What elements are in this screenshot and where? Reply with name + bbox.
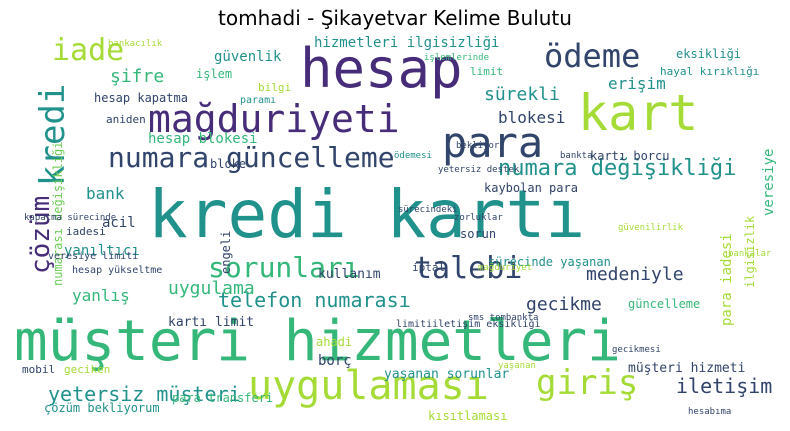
word: eksikliği: [676, 47, 742, 61]
word: para iadesi: [719, 233, 735, 326]
word: kapatma sürecinde: [24, 213, 117, 223]
word: acil: [102, 215, 136, 231]
word: telefon numarası: [218, 288, 411, 312]
word: iadesi: [66, 225, 106, 238]
word: hesap kapatma: [94, 91, 188, 105]
word: borç: [318, 353, 352, 369]
word: zorluklar: [454, 213, 503, 223]
word: gecikmesi: [612, 345, 661, 355]
word: işlem: [196, 67, 233, 81]
word: güvenilirlik: [618, 223, 684, 233]
word: hesap: [300, 37, 463, 100]
word: kullanım: [318, 267, 381, 282]
word: sürecinde yaşanan: [488, 255, 611, 269]
word: uygulama: [168, 278, 255, 299]
word: talebi: [414, 251, 523, 286]
word: paramı: [240, 95, 277, 106]
word: limitiiletişim eksikliği: [396, 319, 541, 330]
word: sorun: [460, 227, 497, 241]
word: yaşanan sorunlar: [384, 367, 510, 382]
word: kaybolan para: [484, 181, 578, 195]
word: numara değişikliği: [498, 156, 737, 181]
word: iade: [52, 36, 125, 68]
page-title: tomhadi - Şikayetvar Kelime Bulutu: [218, 6, 572, 30]
word: sorunları: [208, 251, 360, 284]
word: kartı limit: [168, 315, 255, 330]
word: hayal kırıklığı: [660, 65, 760, 78]
word: sürekli: [484, 84, 560, 105]
word: müşteri hizmeti: [628, 361, 746, 376]
word: iletişim: [676, 374, 773, 398]
word: numara güncelleme: [108, 141, 395, 174]
word: ahadi: [316, 335, 353, 349]
word: hesap yükseltme: [72, 265, 163, 276]
word: bankta: [560, 151, 593, 161]
word: yetersiz müşteri: [48, 382, 241, 406]
word: şifre: [110, 66, 165, 87]
word: sms tombankta: [468, 313, 539, 323]
word: hesap blokesi: [148, 131, 258, 147]
word: mağduriyet: [478, 263, 533, 273]
word: güncelleme: [628, 297, 701, 311]
word: hizmetleri ilgisizliği: [314, 36, 500, 51]
word: bank: [86, 184, 125, 203]
word: müşteri hizmetleri: [14, 309, 621, 374]
word: blokesi: [498, 108, 566, 127]
word: bekliyor: [456, 141, 500, 151]
word: yanıltıcı: [64, 243, 140, 259]
word: ödemesi: [394, 151, 432, 161]
word: engeli: [219, 230, 233, 274]
word: aniden: [106, 113, 146, 126]
word: iptal: [412, 261, 446, 274]
word: kısıtlaması: [428, 409, 508, 423]
word: veresiye: [761, 148, 777, 216]
word: kartı borcu: [590, 149, 670, 163]
word: para transferi: [172, 391, 274, 405]
word: sürecindeki: [398, 205, 458, 215]
word: veresiye limiti: [48, 251, 139, 262]
word: yanlış: [72, 286, 130, 305]
word: bankacılık: [108, 39, 163, 49]
word: çözüm bekliyorum: [44, 401, 160, 415]
word: para: [442, 118, 544, 167]
word: mağduriyeti: [148, 97, 400, 141]
word: işlemlerinde: [424, 53, 490, 63]
word: geciken: [64, 363, 111, 376]
word: yetersiz destek: [438, 165, 520, 175]
word: mobil: [22, 363, 56, 376]
word: ödeme: [544, 37, 641, 75]
word: uygulaması: [248, 363, 489, 409]
word: hesabıma: [688, 407, 732, 417]
word: gecikme: [526, 294, 602, 315]
word: güvenlik: [214, 49, 282, 65]
word: kredi kartı: [148, 176, 586, 253]
word: limit: [470, 65, 504, 78]
word: erişim: [608, 74, 666, 93]
word: yaşanan: [498, 361, 536, 371]
word: kart: [578, 84, 699, 142]
word: bloke: [210, 157, 247, 171]
word: giriş: [536, 363, 639, 403]
word: bilgi: [258, 81, 292, 94]
word-cloud: kredi kartı müşteri hizmetleri hesap kar…: [8, 36, 782, 424]
word: bankalar: [728, 249, 772, 259]
word: medeniyle: [586, 264, 684, 285]
